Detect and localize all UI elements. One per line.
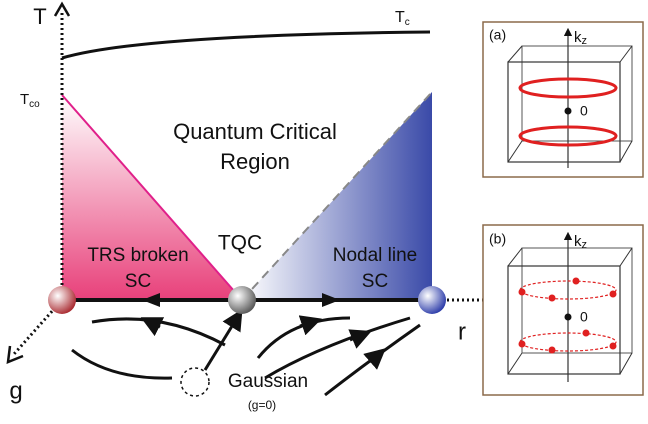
nodal-fixed-point	[418, 286, 446, 314]
tqc-fixed-point	[228, 286, 256, 314]
trs-fixed-point	[48, 286, 76, 314]
flow-curve	[92, 319, 225, 345]
inset-a: 0 (a) kz	[483, 22, 643, 177]
flow-curve	[72, 350, 172, 378]
tco-sub: co	[29, 99, 40, 110]
gaussian-label: Gaussian	[228, 371, 308, 392]
t-axis-label: T	[33, 4, 46, 29]
origin-dot	[565, 314, 572, 321]
tc-sub: c	[405, 17, 410, 28]
inset-label: (b)	[489, 231, 506, 247]
region-label: SC	[125, 271, 151, 292]
origin-dot	[565, 108, 572, 115]
gaussian-point	[181, 368, 209, 396]
tc-curve	[62, 32, 430, 58]
tc-base: T	[395, 9, 405, 26]
region-label: Region	[220, 149, 290, 174]
flow-curve	[205, 318, 237, 370]
inset-frame	[483, 22, 643, 177]
tco-label: Tco	[20, 91, 40, 110]
region-label: Quantum Critical	[173, 119, 337, 144]
r-axis-label: r	[458, 318, 466, 345]
tco-base: T	[20, 91, 29, 108]
region-label: Nodal line	[333, 245, 418, 266]
inset-b: 0 (b) kz	[483, 225, 643, 395]
g-axis-label: g	[9, 377, 22, 404]
kz-sub: z	[582, 239, 588, 251]
origin-label: 0	[580, 103, 588, 119]
tqc-label: TQC	[218, 232, 262, 255]
inset-label: (a)	[489, 27, 506, 43]
region-label: SC	[362, 271, 388, 292]
inset-frame	[483, 225, 643, 395]
flow-curve-arrow	[300, 322, 312, 326]
region-label: TRS broken	[87, 245, 188, 266]
kz-sub: z	[582, 35, 588, 47]
origin-label: 0	[580, 309, 588, 325]
gaussian-note: (g=0)	[248, 398, 276, 412]
tc-label: Tc	[395, 9, 410, 27]
diagram: T Tc Tco r g Quantum Critical Region TRS…	[0, 0, 648, 424]
